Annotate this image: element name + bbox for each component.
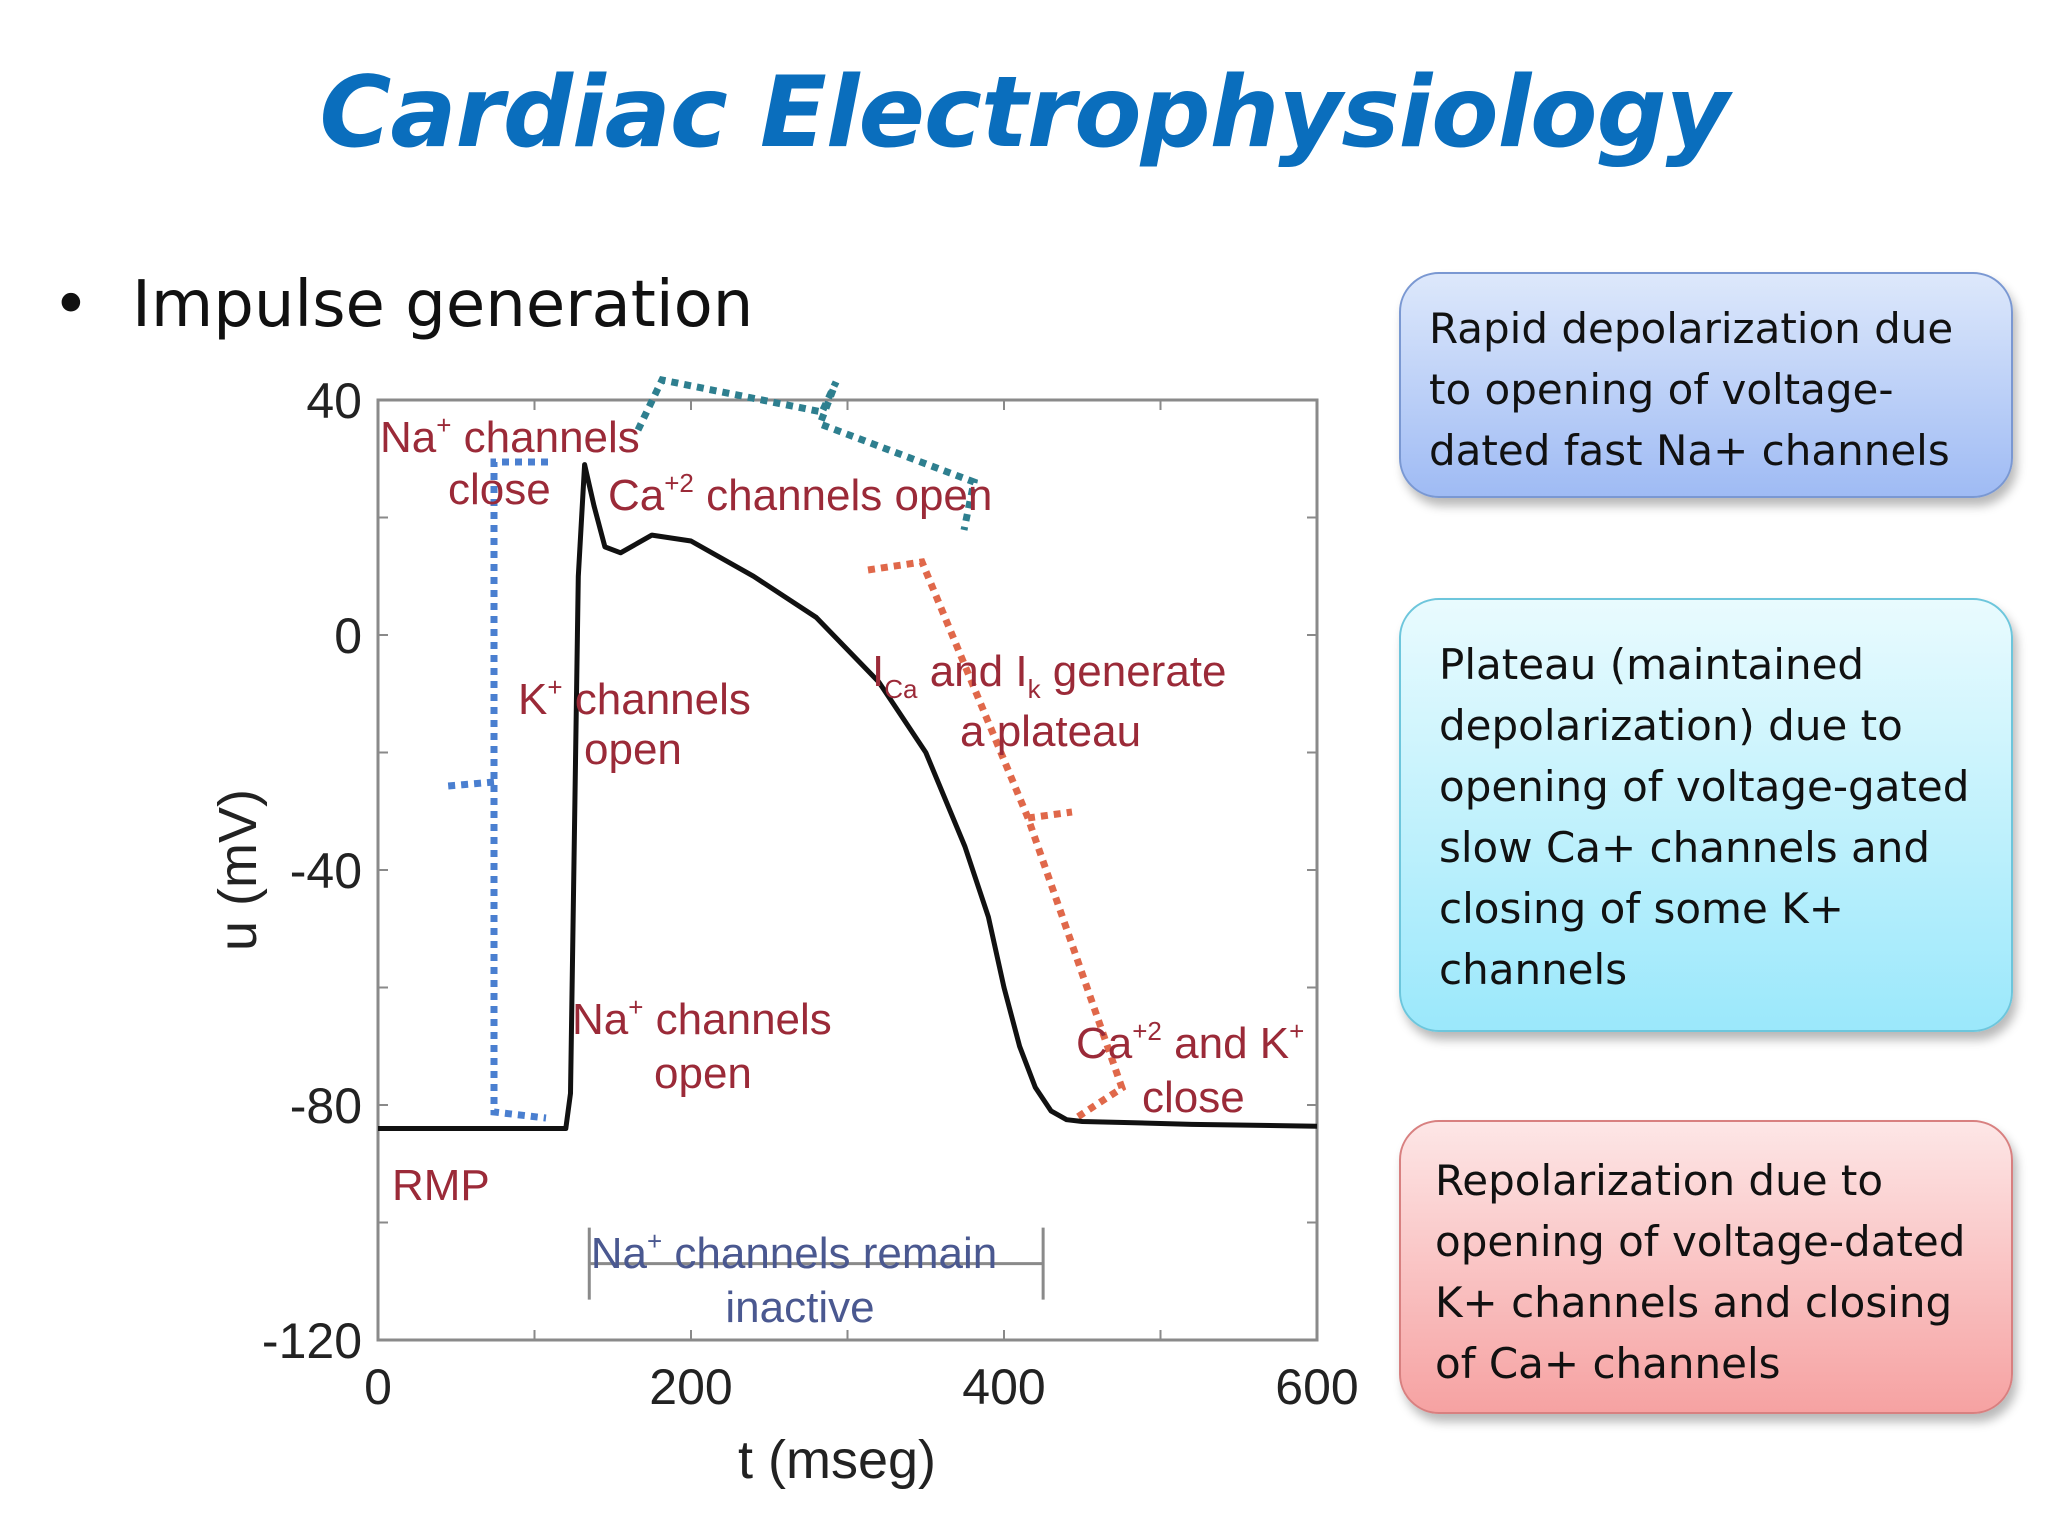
annotation-k-open: K+ channels open [518,672,751,774]
x-tick-label: 400 [962,1359,1045,1415]
axis-minor-ticks [377,399,1318,1341]
phase-brackets [447,376,1127,1122]
annotation-text: a plateau [960,707,1141,756]
annotation-text: channels open [694,471,992,520]
annotation-text: channels [643,995,831,1044]
annotation-text: Na [380,413,437,462]
annotation-text: I [872,647,884,696]
annotation-text: generate [1041,647,1227,696]
annotation-text: K [518,675,547,724]
annotation-text: channels remain [662,1229,997,1278]
annotation-na-close: Na+ channels close [380,410,640,514]
x-tick-label: 600 [1275,1359,1358,1415]
annotation-ca-k-close: Ca+2 and K+ close [1076,1016,1304,1122]
annotation-superscript: + [628,992,643,1022]
annotation-superscript: +2 [664,468,694,498]
depolarization-bracket [447,458,548,1122]
na-inactive-span-bar [587,1227,1045,1300]
annotation-text: Ca [608,471,665,520]
y-tick-label: 0 [334,608,362,664]
x-tick-labels: 0 200 400 600 [364,1359,1359,1415]
x-tick-label: 200 [649,1359,732,1415]
callout-depolarization-text: Rapid depolarization due to opening of v… [1429,304,1954,475]
bullet-text: Impulse generation [132,268,754,342]
y-tick-label: -120 [262,1313,362,1369]
annotation-text: close [1142,1073,1245,1122]
x-axis-label: t (mseg) [738,1430,936,1490]
annotation-subscript: k [1028,674,1042,704]
curve-annotations: Na+ channels close Ca+2 channels open K+ … [380,410,1304,1210]
annotation-superscript: + [547,672,562,702]
bullet-item: • Impulse generation [52,268,753,342]
bullet-marker: • [52,268,90,342]
annotation-na-inactive: Na+ channels remain inactive [591,1226,998,1332]
annotation-text: inactive [725,1283,874,1332]
plateau-bracket [634,376,979,531]
y-tick-labels: 40 0 -40 -80 -120 [262,373,362,1369]
annotation-text: channels [563,675,751,724]
annotation-text: close [448,465,551,514]
annotation-superscript: + [647,1226,662,1256]
annotation-text: Ca [1076,1019,1133,1068]
callout-repolarization: Repolarization due to opening of voltage… [1399,1120,2013,1414]
repolarization-bracket [867,558,1127,1121]
x-tick-label: 0 [364,1359,392,1415]
annotation-text: Na [572,995,629,1044]
annotation-plateau: ICa and Ik generate a plateau [872,647,1227,756]
annotation-text: open [584,725,682,774]
annotation-subscript: Ca [884,674,918,704]
y-tick-label: -80 [290,1078,362,1134]
y-tick-label: -40 [290,843,362,899]
y-axis-label: u (mV) [208,789,268,951]
annotation-text: Na [591,1229,648,1278]
annotation-na-open: Na+ channels open [572,992,832,1098]
annotation-text: and I [917,647,1027,696]
action-potential-line [378,462,1318,1131]
annotation-rmp: RMP [392,1161,490,1210]
plot-frame [376,398,1319,1342]
annotation-text: open [654,1049,752,1098]
annotation-ca-open: Ca+2 channels open [608,468,992,520]
annotation-superscript: + [1289,1016,1304,1046]
annotation-text: and K [1162,1019,1289,1068]
annotation-text: channels [451,413,639,462]
callout-plateau: Plateau (maintained depolarization) due … [1399,598,2013,1032]
annotation-superscript: +2 [1132,1016,1162,1046]
callout-repolarization-text: Repolarization due to opening of voltage… [1435,1156,1966,1388]
annotation-superscript: + [436,410,451,440]
callout-depolarization: Rapid depolarization due to opening of v… [1399,272,2013,498]
slide-title: Cardiac Electrophysiology [319,56,1729,170]
callout-plateau-text: Plateau (maintained depolarization) due … [1439,640,1970,994]
y-tick-label: 40 [306,373,362,429]
